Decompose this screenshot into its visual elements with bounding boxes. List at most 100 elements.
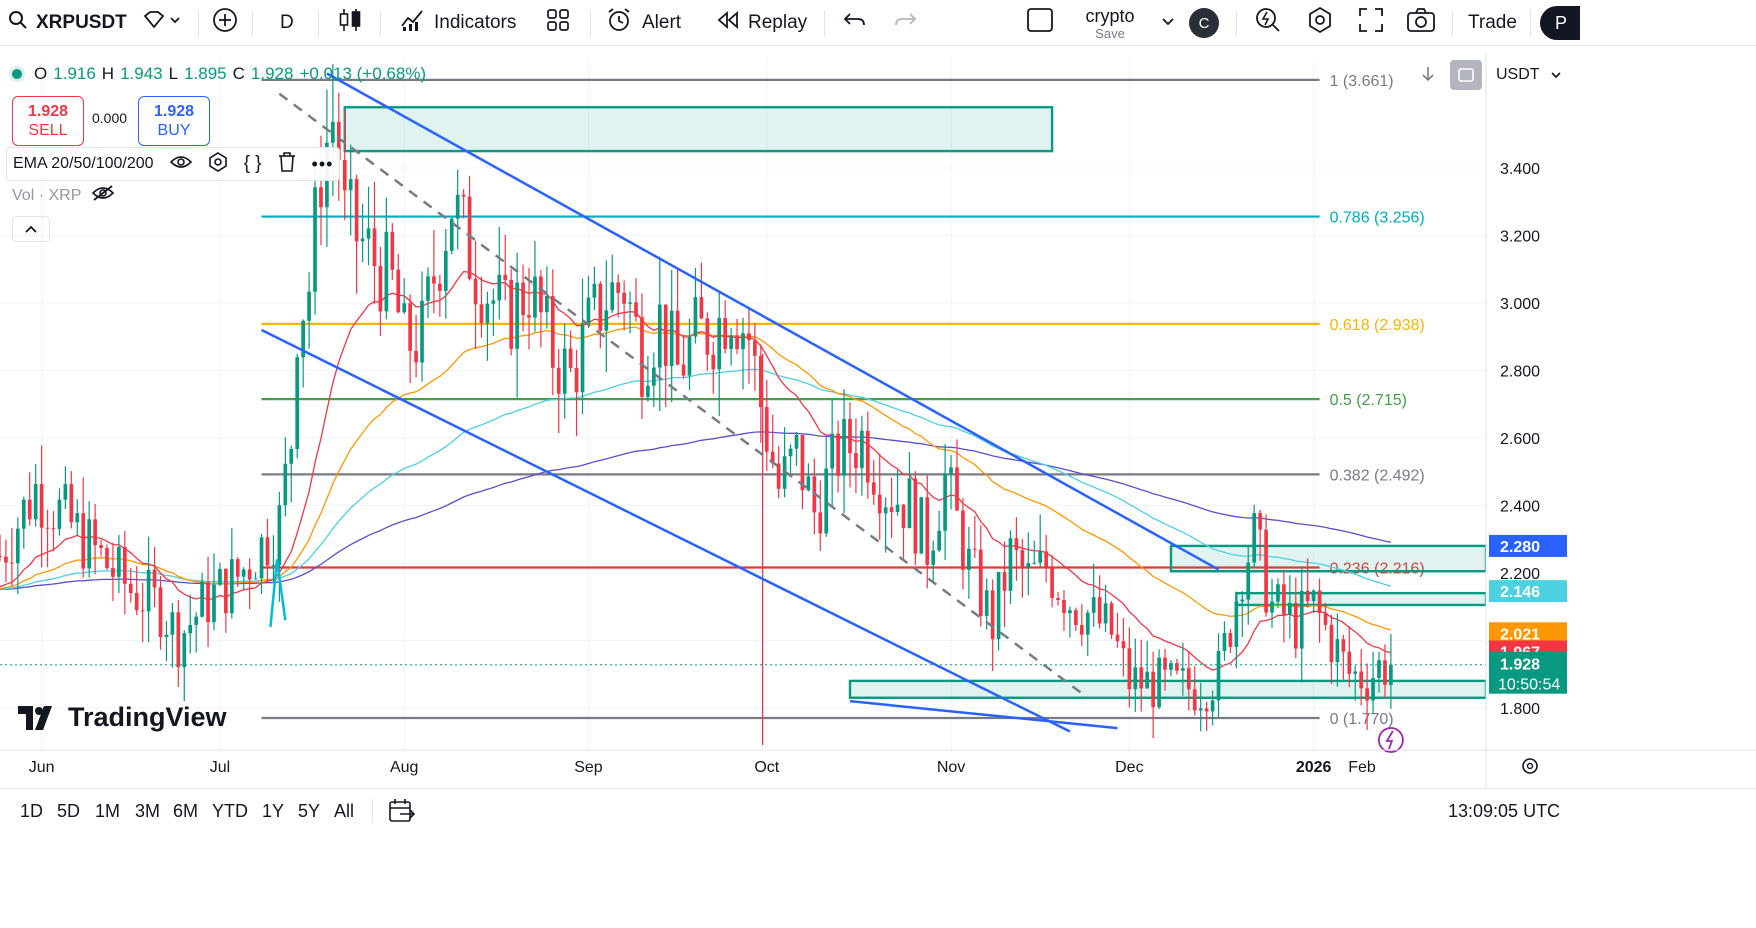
spread-value: 0.000 [92, 110, 128, 126]
candle [1056, 598, 1060, 600]
candle [758, 355, 763, 408]
candle [1044, 551, 1048, 569]
gear-icon [1306, 6, 1334, 40]
interval-button[interactable]: D [280, 0, 294, 46]
camera-icon [1406, 7, 1436, 39]
indicator-legend-ema[interactable]: EMA 20/50/100/200 { } ••• [6, 147, 341, 181]
x-tick-label: Nov [937, 759, 965, 776]
quick-search-button[interactable] [1254, 0, 1282, 46]
candle [1198, 708, 1203, 711]
candle [1157, 657, 1161, 708]
candle [271, 564, 276, 566]
candle [693, 297, 698, 337]
add-symbol-button[interactable] [212, 0, 238, 46]
dashed-trendline [278, 92, 1089, 699]
candle [675, 310, 680, 365]
candle [93, 519, 97, 546]
fullscreen-button[interactable] [1358, 0, 1384, 46]
trade-button[interactable]: Trade [1468, 0, 1517, 46]
current-price-badge [1489, 651, 1567, 694]
account-avatar[interactable]: C [1189, 0, 1219, 46]
range-5d[interactable]: 5D [57, 800, 81, 821]
range-5y[interactable]: 5Y [298, 800, 321, 821]
layout-dropdown[interactable] [1160, 0, 1176, 46]
candle [443, 250, 448, 291]
layout-select-button[interactable] [1026, 0, 1054, 46]
sell-button[interactable]: 1.928 SELL [12, 96, 84, 146]
range-ytd[interactable]: YTD [212, 800, 248, 821]
range-1y[interactable]: 1Y [262, 800, 285, 821]
candle [830, 433, 835, 469]
x-tick-label: Sep [574, 759, 603, 776]
layout-name[interactable]: crypto Save [1078, 6, 1142, 41]
candle [580, 323, 585, 393]
candle [57, 499, 62, 529]
candle [1062, 599, 1066, 614]
candle [366, 228, 371, 239]
snapshot-button[interactable] [1406, 0, 1436, 46]
y-tick-label: 2.800 [1500, 363, 1540, 380]
publish-button[interactable]: P [1540, 0, 1580, 46]
watermark-text: TradingView [68, 702, 227, 732]
scroll-down-button[interactable] [1416, 62, 1440, 86]
more-icon[interactable]: ••• [311, 153, 334, 174]
alert-button[interactable]: Alert [606, 0, 681, 46]
y-tick-label: 3.000 [1500, 296, 1540, 313]
sync-toggle[interactable] [1450, 60, 1482, 90]
range-all[interactable]: All [334, 800, 355, 821]
candle [818, 512, 823, 534]
candle [967, 548, 971, 570]
candle [556, 367, 561, 394]
candle [81, 513, 86, 569]
y-tick-label: 2.200 [1500, 566, 1540, 583]
square-icon [1026, 7, 1054, 39]
eye-hidden-icon[interactable] [91, 184, 115, 207]
indicators-icon [400, 8, 426, 38]
candle [117, 547, 121, 577]
candle [461, 194, 466, 197]
candle [651, 367, 656, 386]
range-1m[interactable]: 1M [95, 800, 121, 821]
candle [1050, 568, 1054, 599]
trash-icon[interactable] [278, 151, 296, 177]
compare-button[interactable] [142, 0, 182, 46]
candle [1074, 610, 1078, 626]
candle [574, 367, 579, 393]
range-1d[interactable]: 1D [20, 800, 44, 821]
source-code-icon[interactable]: { } [243, 153, 262, 174]
candle [1270, 601, 1274, 613]
chevron-down-icon [1550, 72, 1561, 79]
candle [1139, 667, 1144, 689]
candle [182, 633, 187, 668]
collapse-legend-button[interactable] [12, 216, 50, 242]
chart-pane[interactable]: 1 (3.661) 0.786 (3.256) 0.618 (2.938) 0.5 (… [0, 52, 1756, 872]
candle [1145, 671, 1150, 689]
indicators-button[interactable]: Indicators [400, 0, 516, 46]
settings-button[interactable] [1306, 0, 1334, 46]
replay-button[interactable]: Replay [716, 0, 807, 46]
buy-button[interactable]: 1.928 BUY [138, 96, 210, 146]
candle [1293, 602, 1298, 649]
candle [1216, 650, 1221, 701]
goto-date-button[interactable] [388, 789, 416, 833]
clock-readout[interactable]: 13:09:05 UTC [1448, 800, 1561, 821]
candle [1240, 599, 1245, 602]
redo-button[interactable] [892, 0, 918, 46]
candle [1186, 668, 1191, 690]
currency-select[interactable]: USDT [1490, 60, 1562, 90]
range-3m[interactable]: 3M [135, 800, 161, 821]
layout-save-label: Save [1095, 26, 1125, 41]
candle [438, 283, 442, 291]
settings-icon[interactable] [208, 151, 228, 177]
candle [1091, 597, 1096, 613]
templates-button[interactable] [546, 0, 570, 46]
eye-icon[interactable] [169, 154, 192, 175]
candle [301, 320, 305, 358]
symbol-search[interactable]: XRPUSDT [8, 0, 127, 46]
candle [871, 482, 876, 495]
indicator-legend-volume[interactable]: Vol · XRP [12, 184, 115, 207]
chart-type-button[interactable] [338, 0, 362, 46]
undo-button[interactable] [842, 0, 868, 46]
range-6m[interactable]: 6M [173, 800, 199, 821]
price-chart[interactable]: 1 (3.661) 0.786 (3.256) 0.618 (2.938) 0.5 (… [0, 52, 1756, 872]
